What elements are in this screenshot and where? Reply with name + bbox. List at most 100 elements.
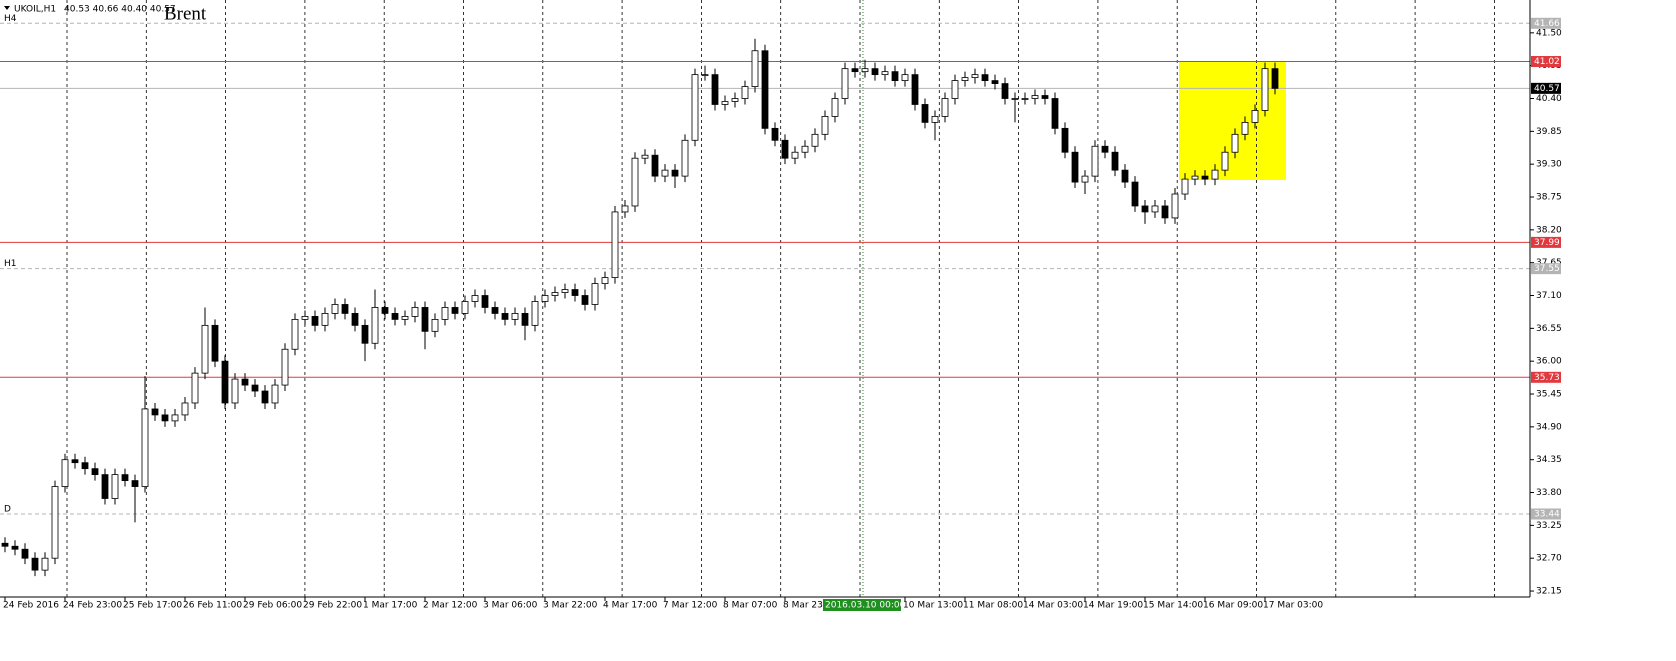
candle-body [1041,95,1049,99]
level-label: 41.66 [1534,19,1560,29]
candle-body [511,313,519,320]
candle-body [441,307,449,320]
candle-body [281,348,289,386]
candle-body [151,408,159,416]
level-label: 40.57 [1534,84,1560,94]
x-tick-label: 29 Feb 06:00 [243,601,302,611]
x-tick-label: 14 Mar 03:00 [1023,601,1083,611]
y-tick-label: 34.35 [1536,455,1562,465]
candle-body [461,301,469,314]
candle-body [921,104,929,123]
candle-body [601,277,609,284]
x-tick-label: 8 Mar 23:00 [783,601,838,611]
x-tick-label: 24 Feb 23:00 [63,601,122,611]
candle-body [1081,175,1089,183]
y-tick-label: 39.85 [1536,127,1562,137]
candle-body [1071,151,1079,183]
candle-body [1141,205,1149,213]
x-tick-label: 1 Mar 17:00 [363,601,418,611]
level-label-bg [1531,82,1561,94]
candle-body [891,71,899,81]
x-tick-label: 15 Mar 14:00 [1143,601,1203,611]
candle-body [341,304,349,314]
cursor-label-bg [823,599,901,611]
candle-body [161,414,169,422]
candle-body [1201,175,1209,180]
candle-body [931,116,939,123]
level-name: H4 [4,14,17,24]
candle-body [331,304,339,314]
candle-body [681,139,689,177]
grid [66,0,1495,597]
candle-body [551,292,559,296]
y-tick-label: 36.00 [1536,357,1562,367]
candle-body [231,378,239,404]
candle-body [121,474,129,481]
candle-body [941,98,949,117]
candle-body [1051,98,1059,129]
x-tick-label: 7 Mar 12:00 [663,601,718,611]
y-tick-label: 32.70 [1536,554,1562,564]
candle-body [811,133,819,147]
candle-body [1151,205,1159,213]
candle-body [1021,98,1029,100]
y-tick-label: 38.75 [1536,193,1562,203]
candle-body [321,313,329,326]
candle-body [1111,151,1119,171]
candle-body [531,301,539,326]
level-label: 35.73 [1534,373,1560,383]
menu-arrow[interactable] [4,6,10,10]
candle-body [631,157,639,207]
candle-body [861,68,869,73]
candle-body [431,318,439,332]
candle-body [561,289,569,293]
candle-body [641,154,649,159]
candle-body [521,313,529,326]
candle-body [1221,151,1229,171]
x-tick-label: 17 Mar 03:00 [1263,601,1323,611]
x-tick-label: 24 Feb 2016 [3,601,59,611]
y-tick-label: 40.40 [1536,94,1562,104]
candle-body [1251,110,1259,123]
candle-body [361,324,369,344]
x-tick-label: 26 Feb 11:00 [183,601,242,611]
candle-body [1101,145,1109,153]
candle-body [581,295,589,305]
candle-body [541,295,549,302]
candle-body [301,316,309,320]
y-tick-label: 33.80 [1536,488,1562,498]
x-tick-label: 29 Feb 22:00 [303,601,362,611]
candle-body [171,414,179,422]
candle-body [241,378,249,386]
candle-body [1261,68,1269,111]
level-label: 37.55 [1534,264,1560,274]
candle-body [1011,98,1019,100]
candle-body [621,205,629,213]
candle-body [781,139,789,159]
candle-body [981,74,989,81]
candle-body [961,77,969,81]
level-label: 41.02 [1534,57,1560,67]
candle-body [421,307,429,332]
x-tick-label: 10 Mar 13:00 [903,601,963,611]
cursor-label: 2016.03.10 00:00 [825,601,906,611]
candle-body [81,462,89,470]
candle-body [381,307,389,314]
candle-body [651,154,659,177]
level-label-bg [1531,371,1561,383]
candle-body [761,50,769,129]
candle-body [51,486,59,559]
candle-body [901,74,909,81]
candle-body [801,145,809,153]
y-tick-label: 41.50 [1536,28,1562,38]
candle-body [501,313,509,320]
candle-body [881,71,889,76]
candle-body [391,313,399,320]
candle-body [711,74,719,105]
candle-body [1131,181,1139,207]
chart-title: Brent [164,3,207,24]
candle-body [471,295,479,302]
level-label: 37.99 [1534,238,1560,248]
candle-body [971,74,979,79]
